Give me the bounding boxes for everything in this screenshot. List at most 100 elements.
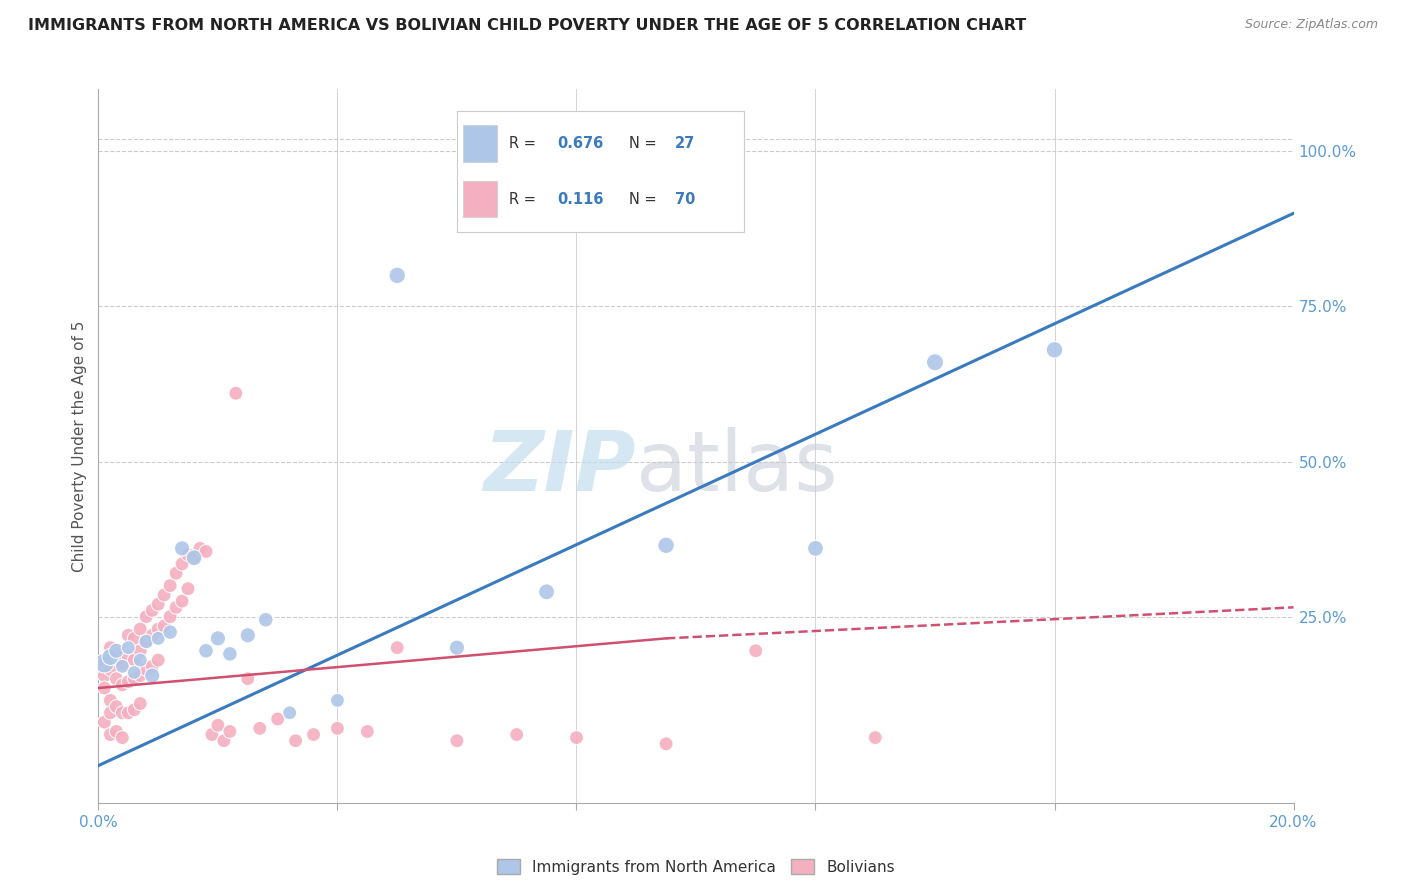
Point xyxy=(105,644,128,658)
Point xyxy=(195,544,218,558)
Point xyxy=(225,386,247,401)
Point xyxy=(506,727,529,741)
Point xyxy=(655,538,678,552)
Point xyxy=(165,566,187,581)
Point xyxy=(278,706,301,720)
Point xyxy=(129,644,152,658)
Point xyxy=(212,733,235,747)
Point xyxy=(207,718,229,732)
Point xyxy=(124,665,146,680)
Point xyxy=(111,659,134,673)
Point xyxy=(159,625,181,640)
Point xyxy=(93,656,115,670)
Point xyxy=(124,672,146,686)
Point xyxy=(446,640,468,655)
Text: Source: ZipAtlas.com: Source: ZipAtlas.com xyxy=(1244,18,1378,31)
Point xyxy=(1043,343,1066,357)
Point xyxy=(111,731,134,745)
Text: atlas: atlas xyxy=(637,427,838,508)
Point xyxy=(100,662,122,676)
Point xyxy=(129,622,152,636)
Point xyxy=(141,659,163,673)
Text: IMMIGRANTS FROM NORTH AMERICA VS BOLIVIAN CHILD POVERTY UNDER THE AGE OF 5 CORRE: IMMIGRANTS FROM NORTH AMERICA VS BOLIVIA… xyxy=(28,18,1026,33)
Point xyxy=(100,727,122,741)
Point xyxy=(105,724,128,739)
Point xyxy=(93,656,115,670)
Point xyxy=(153,619,176,633)
Point xyxy=(865,731,887,745)
Point xyxy=(254,613,277,627)
Point xyxy=(745,644,768,658)
Point xyxy=(93,715,115,730)
Legend: Immigrants from North America, Bolivians: Immigrants from North America, Bolivians xyxy=(491,853,901,880)
Point xyxy=(385,268,409,283)
Point xyxy=(135,634,157,648)
Point xyxy=(148,622,170,636)
Point xyxy=(124,703,146,717)
Point xyxy=(356,724,378,739)
Point xyxy=(117,640,139,655)
Point xyxy=(124,632,146,646)
Point xyxy=(100,706,122,720)
Point xyxy=(177,548,200,562)
Point xyxy=(135,634,157,648)
Point xyxy=(446,733,468,747)
Point xyxy=(172,541,194,556)
Point xyxy=(105,699,128,714)
Point xyxy=(141,668,163,682)
Point xyxy=(141,628,163,642)
Point xyxy=(924,355,946,369)
Point xyxy=(188,541,211,556)
Point xyxy=(177,582,200,596)
Y-axis label: Child Poverty Under the Age of 5: Child Poverty Under the Age of 5 xyxy=(72,320,87,572)
Point xyxy=(117,674,139,689)
Point xyxy=(201,727,224,741)
Point xyxy=(249,722,271,736)
Point xyxy=(219,724,242,739)
Point xyxy=(172,594,194,608)
Point xyxy=(195,644,218,658)
Point xyxy=(326,693,349,707)
Point xyxy=(105,647,128,661)
Point xyxy=(302,727,325,741)
Point xyxy=(117,650,139,665)
Point xyxy=(326,722,349,736)
Point xyxy=(111,678,134,692)
Point xyxy=(236,628,259,642)
Point xyxy=(655,737,678,751)
Point xyxy=(159,609,181,624)
Point xyxy=(236,672,259,686)
Point xyxy=(207,632,229,646)
Point xyxy=(565,731,588,745)
Point xyxy=(804,541,827,556)
Point xyxy=(135,662,157,676)
Point xyxy=(159,579,181,593)
Text: ZIP: ZIP xyxy=(484,427,637,508)
Point xyxy=(148,597,170,611)
Point xyxy=(100,693,122,707)
Point xyxy=(141,603,163,617)
Point xyxy=(385,640,409,655)
Point xyxy=(153,588,176,602)
Point xyxy=(93,681,115,695)
Point xyxy=(111,656,134,670)
Point xyxy=(135,609,157,624)
Point xyxy=(536,584,558,599)
Point xyxy=(124,653,146,667)
Point xyxy=(148,632,170,646)
Point xyxy=(129,653,152,667)
Point xyxy=(129,668,152,682)
Point xyxy=(172,557,194,571)
Point xyxy=(129,697,152,711)
Point xyxy=(165,600,187,615)
Point xyxy=(100,640,122,655)
Point xyxy=(100,650,122,665)
Point xyxy=(284,733,307,747)
Point xyxy=(183,550,205,565)
Point xyxy=(111,706,134,720)
Point xyxy=(93,668,115,682)
Point xyxy=(148,653,170,667)
Point xyxy=(105,672,128,686)
Point xyxy=(219,647,242,661)
Point xyxy=(117,628,139,642)
